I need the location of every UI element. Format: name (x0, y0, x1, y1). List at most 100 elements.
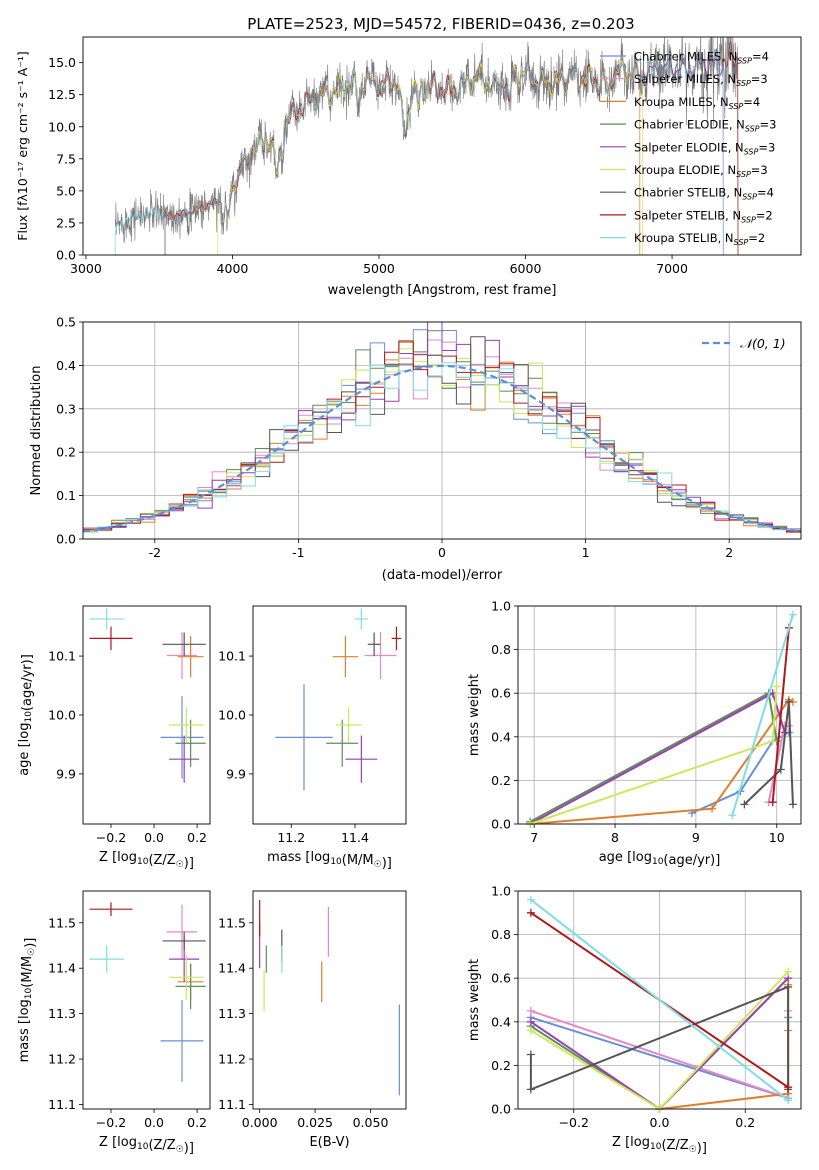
y-tick-label: 10.0 (48, 708, 76, 723)
age_vs_mass-frame (252, 605, 407, 825)
y-tick-label: 11.4 (218, 961, 246, 976)
y-axis-label: mass weight (467, 959, 482, 1041)
weight-marker (784, 967, 793, 976)
weight-marker (526, 1017, 535, 1026)
x-tick-label: 0.000 (242, 1115, 278, 1130)
x-axis-label: Z [log10(Z/Z☉)] (612, 1135, 707, 1156)
y-tick-label: 11.1 (48, 1097, 76, 1112)
x-axis-label: mass [log10(M/M☉)] (267, 850, 392, 871)
residuals-legend: 𝒩(0, 1) (702, 336, 786, 351)
x-axis-label: (data-model)/error (382, 568, 503, 583)
residual-histogram (83, 362, 801, 531)
y-tick-label: 15.0 (48, 55, 76, 70)
residuals-frame (82, 321, 802, 540)
weight-marker (708, 804, 717, 813)
x-tick-label: 7000 (656, 261, 688, 276)
y-tick-label: 0.2 (491, 1058, 511, 1073)
x-tick-label: 6000 (510, 261, 542, 276)
spectrum-legend: Chabrier MILES, NSSP=4 Salpeter MILES, NS… (600, 50, 776, 247)
y-tick-label: 0.8 (491, 642, 511, 657)
x-axis-label: Z [log10(Z/Z☉)] (99, 1135, 194, 1156)
y-tick-label: 11.2 (218, 1052, 246, 1067)
spectrum-model-line (164, 47, 724, 255)
age_vs_Z-frame (82, 605, 211, 825)
weight-marker (526, 1006, 535, 1015)
y-tick-label: 5.0 (56, 183, 76, 198)
weight-line (731, 614, 794, 816)
x-tick-label: 9 (692, 830, 700, 845)
x-tick-label: 0.2 (735, 1115, 755, 1130)
x-tick-label: 4000 (217, 261, 249, 276)
legend-label: Chabrier ELODIE, NSSP=3 (634, 118, 776, 134)
x-tick-label: 0.2 (187, 830, 207, 845)
weight_vs_age-frame (517, 605, 802, 825)
mass_vs_Z-plot (89, 902, 206, 1082)
weight-marker (740, 800, 749, 809)
y-axis-label: Normed distribution (29, 366, 44, 496)
x-tick-label: 10 (769, 830, 785, 845)
x-tick-label: 5000 (363, 261, 395, 276)
y-tick-label: 0.0 (491, 1102, 511, 1117)
y-tick-label: 9.9 (226, 766, 246, 781)
weight-marker (788, 610, 797, 619)
x-tick-label: 0.0 (650, 1115, 670, 1130)
normal-curve (83, 364, 801, 533)
y-tick-label: 11.4 (48, 961, 76, 976)
x-tick-label: 0.050 (353, 1115, 389, 1130)
mass_vs_ebv-axes: 0.000 0.025 0.050 11.1 11.2 11.3 11.4 11.5 (218, 915, 388, 1130)
x-tick-label: −0.2 (96, 830, 126, 845)
y-tick-label: 0.2 (491, 773, 511, 788)
spectrum-plot (114, 37, 739, 255)
weight_vs_Z-frame (517, 890, 802, 1110)
y-tick-label: 11.3 (48, 1006, 76, 1021)
y-tick-label: 11.5 (218, 915, 246, 930)
legend-label: Kroupa STELIB, NSSP=2 (634, 231, 765, 247)
x-tick-label: 7 (530, 830, 538, 845)
legend-label: Kroupa ELODIE, NSSP=3 (634, 163, 768, 179)
y-tick-label: 0.0 (56, 248, 76, 263)
weight-line (530, 698, 794, 825)
y-tick-label: 2.5 (56, 215, 76, 230)
mass_vs_ebv-plot (259, 900, 400, 1096)
y-tick-label: 10.1 (48, 649, 76, 664)
y-tick-label: 7.5 (56, 151, 76, 166)
mass_vs_ebv-frame (252, 890, 407, 1110)
y-tick-label: 0.3 (56, 401, 76, 416)
weight-marker (526, 1026, 535, 1035)
y-tick-label: 0.0 (56, 532, 76, 547)
weight-line (743, 701, 794, 806)
weight_vs_Z-plot (526, 895, 793, 1113)
x-tick-label: 0.025 (297, 1115, 333, 1130)
x-tick-label: −0.2 (559, 1115, 589, 1130)
residual-histogram (83, 322, 801, 533)
legend-label: Chabrier STELIB, NSSP=4 (634, 186, 774, 202)
x-tick-label: 0.0 (144, 830, 164, 845)
y-tick-label: 10.0 (48, 119, 76, 134)
x-tick-label: 11.4 (341, 830, 369, 845)
weight-marker (784, 1096, 793, 1105)
legend-label: Salpeter ELODIE, NSSP=3 (634, 140, 775, 156)
weight-line (771, 627, 790, 803)
y-tick-label: 0.8 (491, 927, 511, 942)
weight-marker (784, 1083, 793, 1092)
age_vs_mass-plot (275, 608, 402, 791)
weight-marker (768, 798, 777, 807)
y-tick-label: 11.5 (48, 915, 76, 930)
y-axis-label: age [log10(age/yr)] (17, 654, 35, 776)
spectrum-model-line (164, 57, 641, 255)
x-tick-label: 0.2 (187, 1115, 207, 1130)
x-tick-label: −0.2 (96, 1115, 126, 1130)
y-tick-label: 0.6 (491, 971, 511, 986)
y-tick-label: 0.4 (491, 1014, 511, 1029)
y-axis-label: mass [log10(M/M☉)] (17, 938, 38, 1063)
residuals-axes: -2 -1 0 1 2 0.0 0.1 0.2 0.3 0.4 0.5 (56, 315, 801, 560)
weight-marker (768, 737, 777, 746)
y-tick-label: 0.5 (56, 315, 76, 330)
legend-label: Kroupa MILES, NSSP=4 (634, 95, 760, 111)
x-tick-label: 0 (438, 545, 446, 560)
weight-marker (728, 811, 737, 820)
weight-marker (526, 1085, 535, 1094)
weight_vs_age-plot (526, 610, 797, 828)
x-axis-label: wavelength [Angstrom, rest frame] (328, 283, 557, 298)
